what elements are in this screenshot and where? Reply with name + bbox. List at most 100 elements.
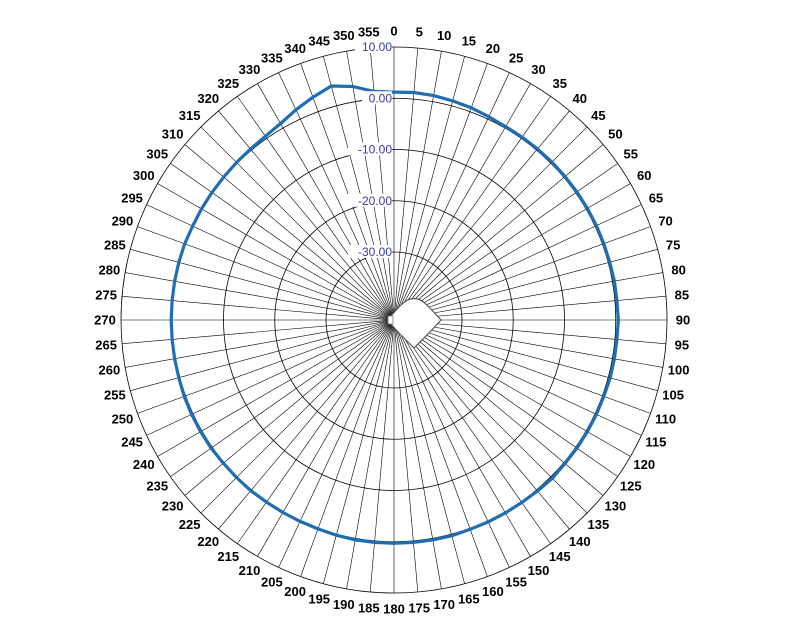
angle-tick-label: 315	[179, 108, 201, 123]
radial-tick-labels: 10.00 0.00 -10.00 -20.00 -30.00	[348, 40, 392, 259]
angle-tick-label: 165	[458, 592, 480, 607]
grid-spoke	[122, 295, 395, 321]
grid-spoke	[393, 319, 631, 457]
angle-tick-label: 85	[675, 287, 689, 302]
grid-spoke	[393, 319, 618, 477]
series-line	[169, 84, 620, 545]
angle-tick-label: 65	[649, 190, 663, 205]
angular-grid-spokes	[121, 47, 667, 593]
angle-tick-label: 170	[433, 597, 455, 612]
grid-spoke	[346, 51, 395, 321]
angle-tick-label: 145	[549, 549, 571, 564]
grid-spoke	[369, 48, 395, 321]
grid-spoke	[130, 249, 395, 321]
grid-spoke	[393, 63, 488, 321]
angle-tick-label: 325	[217, 76, 239, 91]
angle-tick-label: 215	[217, 549, 239, 564]
angle-tick-label: 100	[668, 363, 690, 378]
radial-tick-label: -20.00	[358, 194, 392, 208]
grid-spoke	[125, 319, 395, 368]
grid-spoke	[200, 126, 395, 321]
grid-spoke	[137, 226, 395, 321]
grid-spoke	[146, 204, 395, 321]
angle-tick-label: 70	[658, 214, 672, 229]
grid-spoke	[300, 63, 395, 321]
angle-tick-label: 225	[179, 517, 201, 532]
grid-spoke	[393, 319, 663, 368]
grid-spoke	[218, 110, 395, 321]
grid-spoke	[170, 163, 395, 321]
grid-spoke	[393, 83, 531, 321]
grid-spoke	[369, 319, 395, 592]
grid-spoke	[237, 96, 395, 321]
angle-tick-label: 275	[95, 287, 117, 302]
angle-tick-label: 285	[104, 238, 126, 253]
radial-tick-label: -10.00	[358, 143, 392, 157]
angle-tick-label: 175	[408, 600, 430, 615]
grid-spoke	[278, 72, 395, 321]
grid-spoke	[393, 319, 588, 514]
angle-tick-label: 115	[645, 435, 666, 450]
grid-spoke	[393, 319, 604, 496]
grid-spoke	[393, 48, 419, 321]
angle-tick-label: 250	[112, 411, 134, 426]
radial-tick-label-bg	[348, 245, 392, 258]
radial-tick-label-bg	[348, 193, 392, 207]
grid-spoke	[125, 272, 395, 321]
series-layer	[169, 84, 620, 545]
angle-tick-label: 350	[333, 28, 355, 43]
angle-tick-label: 110	[655, 411, 676, 426]
angle-tick-label: 200	[284, 584, 306, 599]
grid-spoke	[393, 204, 642, 321]
angle-tick-label: 55	[624, 147, 638, 162]
radial-tick-label: 10.00	[362, 40, 392, 54]
grid-spoke	[393, 126, 588, 321]
angle-tick-label: 50	[608, 127, 622, 142]
angle-tick-label: 140	[569, 534, 591, 549]
grid-spoke	[146, 319, 395, 436]
angle-tick-label: 40	[573, 91, 587, 106]
grid-spoke	[137, 319, 395, 414]
grid-spoke	[278, 319, 395, 568]
grid-spoke	[184, 144, 395, 321]
angle-tick-label: 300	[133, 168, 155, 183]
angle-tick-label: 80	[671, 262, 685, 277]
angle-tick-label: 310	[162, 127, 184, 142]
radial-tick-label-bg	[355, 40, 392, 53]
angle-tick-label: 245	[121, 435, 143, 450]
angle-tick-label: 105	[662, 387, 684, 402]
angle-tick-label: 270	[94, 313, 116, 328]
angle-tick-label: 95	[675, 338, 689, 353]
grid-spoke	[393, 319, 465, 584]
angle-tick-label: 35	[553, 76, 567, 91]
radial-tick-label-bg	[348, 142, 392, 156]
grid-spoke	[393, 319, 658, 391]
angle-tick-label: 125	[620, 478, 642, 493]
grid-spoke	[393, 319, 551, 544]
angle-tick-label: 5	[416, 25, 423, 40]
grid-spoke	[393, 72, 510, 321]
angle-tick-label: 150	[528, 563, 550, 578]
angle-tick-label: 155	[505, 574, 527, 589]
angle-tick-label: 75	[666, 238, 680, 253]
grid-spoke	[184, 319, 395, 496]
grid-spoke	[237, 319, 395, 544]
radial-tick-label-bg	[362, 91, 392, 105]
grid-spoke	[157, 183, 395, 321]
angle-tick-label: 355	[358, 25, 380, 40]
grid-spoke	[393, 272, 663, 321]
grid-spoke	[393, 96, 551, 321]
grid-spoke	[130, 319, 395, 391]
angle-tick-label: 60	[637, 168, 651, 183]
grid-spoke	[323, 319, 395, 584]
radial-tick-label: 0.00	[369, 91, 393, 105]
angle-tick-label: 255	[104, 387, 126, 402]
angle-tick-label: 265	[95, 338, 117, 353]
angle-tick-label: 30	[531, 62, 545, 77]
angle-tick-label: 195	[308, 592, 330, 607]
angle-tick-label: 340	[284, 41, 306, 56]
grid-spoke	[218, 319, 395, 530]
angle-tick-label: 190	[333, 597, 355, 612]
grid-spoke	[393, 319, 488, 577]
